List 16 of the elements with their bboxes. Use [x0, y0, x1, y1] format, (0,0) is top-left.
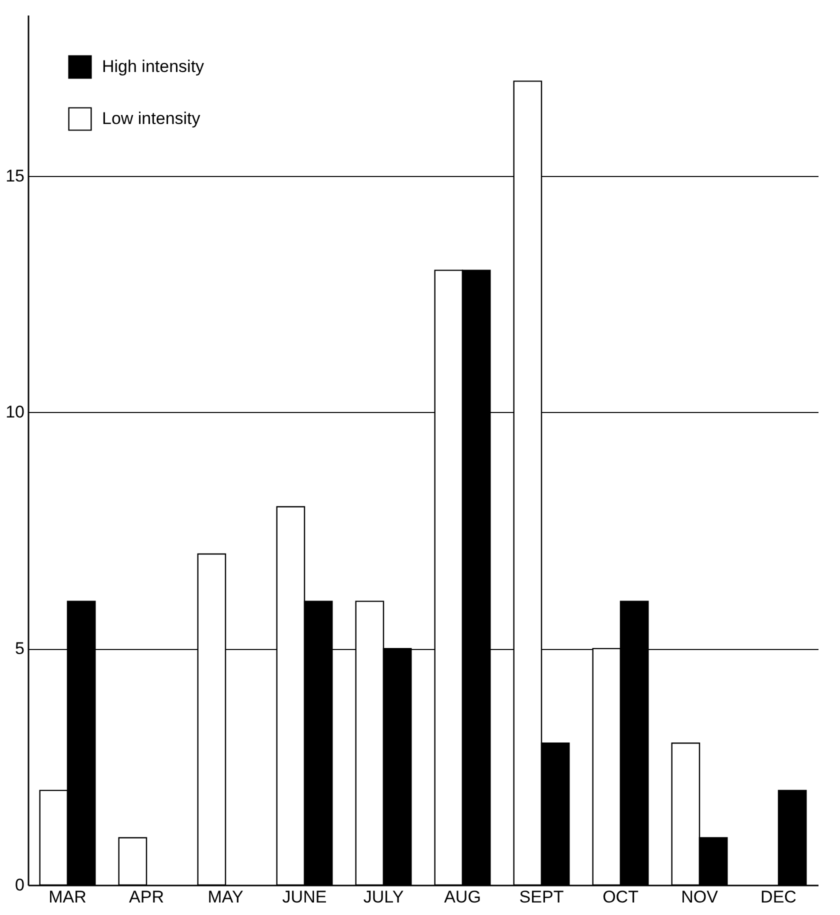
x-tick-label: JUNE [282, 888, 327, 906]
y-tick-label: 5 [15, 639, 24, 658]
x-tick-label: MAR [48, 888, 86, 906]
y-tick-label: 0 [15, 876, 24, 894]
x-tick-label: APR [129, 888, 164, 906]
x-tick-label: DEC [760, 888, 796, 906]
x-tick-label: MAY [208, 888, 244, 906]
x-tick-label: JULY [363, 888, 404, 906]
y-tick-label: 15 [6, 166, 24, 186]
x-tick-label: NOV [681, 888, 719, 906]
x-tick-label: AUG [444, 888, 481, 906]
x-tick-label: OCT [602, 888, 638, 906]
x-tick-label: SEPT [519, 888, 564, 906]
y-tick-label: 10 [6, 402, 24, 422]
legend-label: Low intensity [102, 109, 201, 128]
legend-label: High intensity [102, 57, 205, 76]
